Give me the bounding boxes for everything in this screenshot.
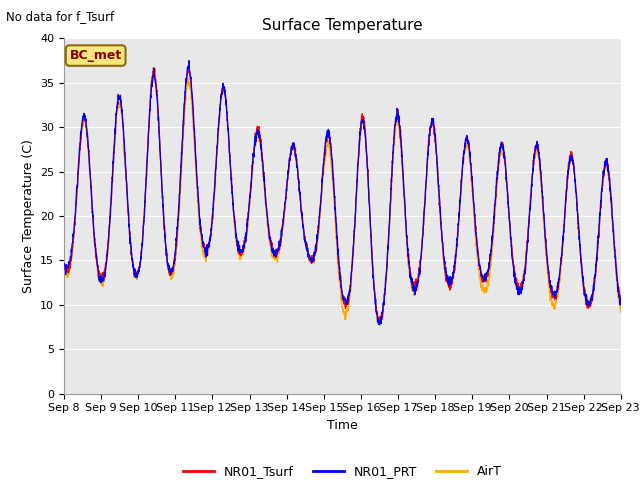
Text: BC_met: BC_met	[70, 49, 122, 62]
Y-axis label: Surface Temperature (C): Surface Temperature (C)	[22, 139, 35, 293]
Text: No data for f_Tsurf: No data for f_Tsurf	[6, 10, 115, 23]
X-axis label: Time: Time	[327, 419, 358, 432]
Title: Surface Temperature: Surface Temperature	[262, 18, 422, 33]
Legend: NR01_Tsurf, NR01_PRT, AirT: NR01_Tsurf, NR01_PRT, AirT	[178, 460, 507, 480]
